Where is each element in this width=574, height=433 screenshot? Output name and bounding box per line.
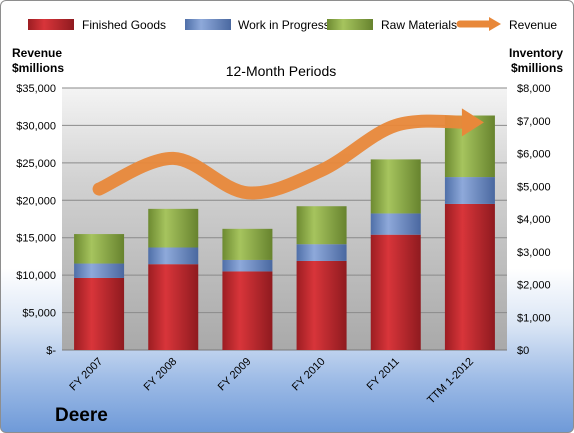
category-label: FY 2008 (142, 356, 180, 394)
legend-swatch-work-in-progress (185, 19, 231, 30)
legend-item-finished-goods: Finished Goods (28, 18, 166, 32)
legend-label-work-in-progress: Work in Progress (238, 18, 330, 32)
right-tick-label: $7,000 (517, 116, 551, 128)
bar-segment-finished-goods (296, 260, 347, 350)
bar-segment-raw-materials (222, 228, 273, 260)
stacked-bars (74, 115, 495, 350)
legend-item-raw-materials: Raw Materials (327, 18, 457, 32)
bar-segment-work-in-progress (222, 259, 273, 272)
right-axis-label-line2: $millions (511, 61, 563, 75)
left-tick-label: $5,000 (22, 308, 56, 320)
bar-segment-work-in-progress (148, 247, 199, 265)
revenue-line (92, 108, 484, 200)
legend-label-revenue: Revenue (509, 18, 557, 32)
legend: Finished Goods Work in Progress Raw Mate… (28, 17, 557, 32)
plot-area (62, 88, 507, 350)
right-axis-label-line1: Inventory (509, 46, 563, 60)
right-axis-ticks: $0 $1,000 $2,000 $3,000 $4,000 $5,000 $6,000 $7… (517, 83, 551, 357)
category-labels: FY 2007 FY 2008 FY 2009 FY 2010 FY 2011 TTM 1… (67, 356, 476, 407)
bar-segment-work-in-progress (370, 213, 421, 235)
bar-segment-work-in-progress (444, 177, 495, 204)
left-axis-label-line2: $millions (12, 61, 64, 75)
legend-arrow-revenue (489, 17, 501, 31)
company-name: Deere (55, 405, 108, 426)
bar-segment-raw-materials (370, 159, 421, 214)
category-label: FY 2011 (365, 356, 402, 393)
legend-item-revenue: Revenue (456, 17, 557, 32)
revenue-line-arrowhead (461, 108, 484, 137)
left-tick-label: $10,000 (16, 270, 56, 282)
bar-segment-finished-goods (74, 277, 125, 350)
right-tick-label: $5,000 (517, 181, 551, 193)
chart-title: 12-Month Periods (226, 63, 337, 79)
bar-segment-raw-materials (296, 206, 347, 245)
category-label: FY 2009 (216, 356, 254, 394)
bar-segment-work-in-progress (296, 244, 347, 261)
gridlines (62, 87, 507, 351)
revenue-line-path (92, 114, 477, 200)
right-tick-label: $1,000 (517, 312, 551, 324)
bar-segment-raw-materials (148, 208, 199, 248)
left-tick-label: $- (46, 345, 56, 357)
legend-label-finished-goods: Finished Goods (82, 18, 166, 32)
right-tick-label: $2,000 (517, 280, 551, 292)
left-tick-label: $35,000 (16, 83, 56, 95)
bar-segment-work-in-progress (74, 263, 125, 278)
right-tick-label: $3,000 (517, 247, 551, 259)
legend-label-raw-materials: Raw Materials (381, 18, 457, 32)
bar-segment-finished-goods (148, 264, 199, 350)
right-tick-label: $6,000 (517, 149, 551, 161)
right-tick-label: $8,000 (517, 83, 551, 95)
legend-item-work-in-progress: Work in Progress (185, 18, 330, 32)
bar-segment-finished-goods (222, 271, 273, 350)
bar-segment-raw-materials (74, 234, 125, 264)
category-label: FY 2010 (290, 356, 328, 394)
category-label: FY 2007 (67, 356, 105, 394)
bar-segment-finished-goods (370, 234, 421, 350)
right-tick-label: $4,000 (517, 214, 551, 226)
category-label: TTM 1-2012 (425, 356, 476, 407)
left-axis-label-line1: Revenue (12, 46, 62, 60)
bar-segment-finished-goods (444, 203, 495, 350)
legend-swatch-raw-materials (327, 19, 373, 30)
left-tick-label: $25,000 (16, 158, 56, 170)
right-tick-label: $0 (517, 345, 529, 357)
legend-swatch-finished-goods (28, 19, 74, 30)
left-tick-label: $15,000 (16, 233, 56, 245)
left-tick-label: $30,000 (16, 120, 56, 132)
left-tick-label: $20,000 (16, 195, 56, 207)
left-axis-ticks: $- $5,000 $10,000 $15,000 $20,000 $25,000 $30,… (16, 83, 56, 357)
